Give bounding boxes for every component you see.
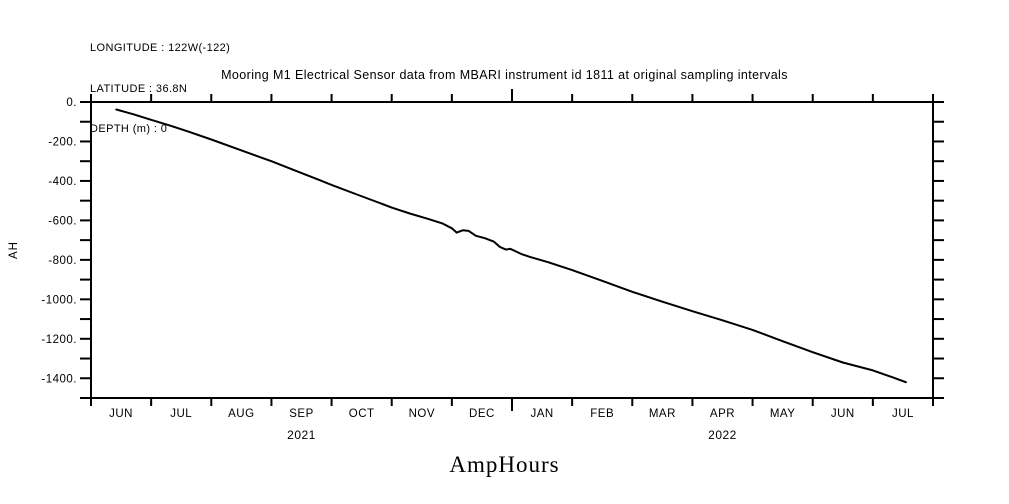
y-tick-label: -1000. (41, 294, 77, 306)
x-month-label: JUL (892, 408, 914, 420)
x-year-label: 2022 (708, 428, 737, 442)
longitude-label: LONGITUDE : 122W(-122) (90, 42, 231, 54)
y-tick-label: -600. (48, 215, 77, 227)
y-axis-title: AH (8, 241, 20, 259)
x-month-label: MAR (649, 408, 676, 420)
y-tick-label: -800. (48, 255, 77, 267)
y-tick-label: 0. (66, 97, 77, 109)
x-month-label: FEB (590, 408, 614, 420)
y-tick-label: -400. (48, 176, 77, 188)
y-tick-label: -200. (48, 136, 77, 148)
x-month-label: JUN (109, 408, 133, 420)
x-month-label: APR (710, 408, 735, 420)
x-axis-title: AmpHours (449, 452, 560, 477)
x-month-label: JUL (170, 408, 192, 420)
x-month-label: NOV (409, 408, 435, 420)
x-month-label: OCT (349, 408, 375, 420)
x-month-label: AUG (228, 408, 254, 420)
y-tick-label: -1400. (41, 373, 77, 385)
x-month-label: DEC (469, 408, 495, 420)
metadata-block: LONGITUDE : 122W(-122) LATITUDE : 36.8N … (90, 15, 230, 164)
x-month-label: SEP (289, 408, 314, 420)
data-series-line (115, 108, 907, 384)
x-month-label: JAN (530, 408, 553, 420)
y-tick-label: -1200. (41, 334, 77, 346)
x-month-label: JUN (831, 408, 855, 420)
latitude-label: LATITUDE : 36.8N (90, 82, 188, 95)
depth-label: DEPTH (m) : 0 (90, 123, 168, 135)
chart-title: Mooring M1 Electrical Sensor data from M… (221, 68, 788, 82)
x-year-label: 2021 (287, 428, 316, 442)
x-month-label: MAY (770, 408, 796, 420)
